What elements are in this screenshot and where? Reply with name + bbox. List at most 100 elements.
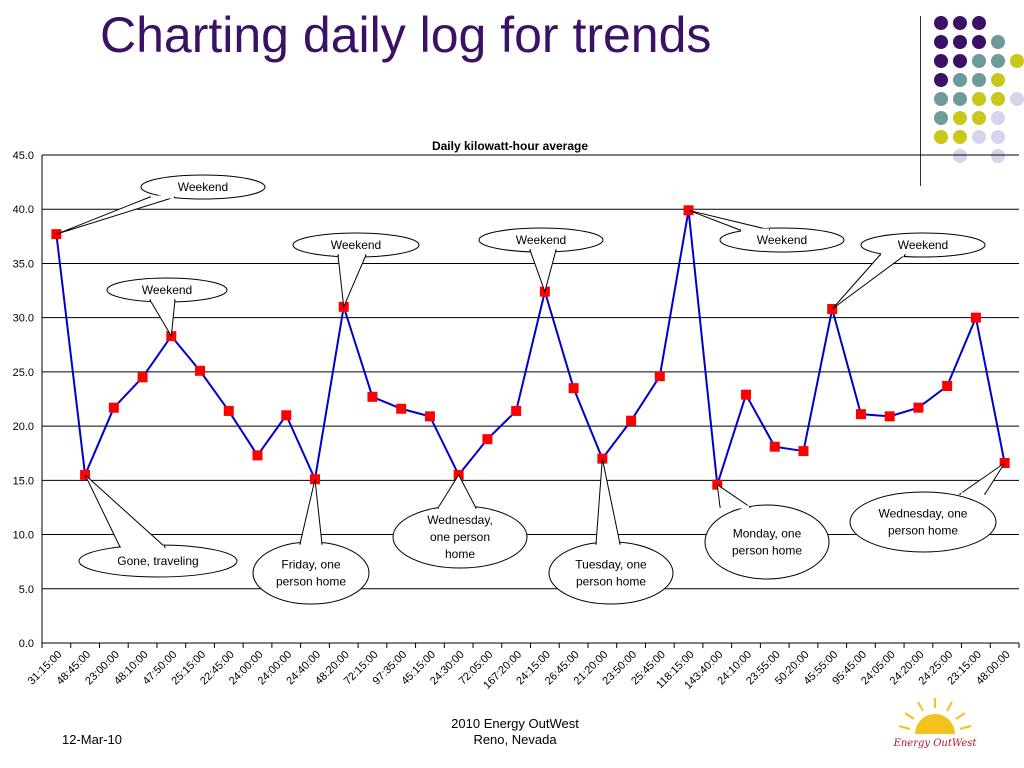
data-point	[626, 415, 637, 426]
data-point	[482, 434, 493, 445]
decorative-dot	[1010, 92, 1024, 106]
data-point	[741, 389, 752, 400]
footer-organization: 2010 Energy OutWest Reno, Nevada	[420, 716, 610, 748]
data-point	[942, 380, 953, 391]
data-point	[223, 405, 234, 416]
callout-text: Weekend	[142, 283, 192, 297]
decorative-dot	[991, 149, 1005, 163]
callout-text: Wednesday, one person home	[879, 507, 968, 538]
data-point	[884, 411, 895, 422]
callout: Tuesday, one person home	[548, 458, 674, 605]
y-tick-label: 30.0	[13, 313, 34, 325]
decorative-dot	[934, 130, 948, 144]
footer-org-name: 2010 Energy OutWest	[451, 716, 579, 731]
data-point	[367, 391, 378, 402]
decorative-dot	[972, 54, 986, 68]
decorative-dot	[991, 130, 1005, 144]
series-line	[55, 210, 1006, 485]
decorative-dot	[953, 73, 967, 87]
decorative-dot	[991, 73, 1005, 87]
data-point	[195, 365, 206, 376]
decorative-dot-grid	[934, 16, 1024, 163]
callout-text: Weekend	[898, 238, 948, 252]
callout-text: Weekend	[331, 238, 381, 252]
callout: Wednesday, one person home	[392, 473, 528, 569]
data-point	[137, 372, 148, 383]
decorative-dot	[953, 111, 967, 125]
decorative-dot	[953, 92, 967, 106]
callout-text: Tuesday, one person home	[575, 558, 647, 589]
footer-org-location: Reno, Nevada	[473, 732, 557, 747]
decorative-dot	[991, 35, 1005, 49]
callout: Weekend	[688, 209, 845, 253]
slide-title: Charting daily log for trends	[100, 7, 712, 63]
data-point	[855, 409, 866, 420]
callout: Weekend	[478, 227, 604, 294]
decorative-dot	[972, 111, 986, 125]
y-tick-label: 25.0	[13, 367, 34, 379]
sun-icon	[915, 714, 955, 734]
callout-text: Gone, traveling	[117, 554, 198, 568]
decorative-dot	[972, 35, 986, 49]
data-point	[798, 446, 809, 457]
decorative-dot	[953, 130, 967, 144]
decorative-dot	[972, 73, 986, 87]
decorative-dot	[953, 54, 967, 68]
decorative-dot	[972, 130, 986, 144]
data-point	[654, 371, 665, 382]
y-tick-label: 15.0	[13, 475, 34, 487]
callout: Gone, traveling	[78, 474, 238, 578]
decorative-dot	[934, 111, 948, 125]
callout: Friday, one person home	[252, 479, 370, 605]
decorative-dot	[972, 92, 986, 106]
decorative-dot	[1010, 54, 1024, 68]
callout: Wednesday, one person home	[849, 462, 1006, 553]
decorative-dot	[991, 111, 1005, 125]
decorative-dot	[934, 92, 948, 106]
data-point	[970, 312, 981, 323]
y-tick-label: 0.0	[19, 638, 34, 650]
callout-text: Friday, one person home	[276, 558, 346, 589]
energy-outwest-logo: Energy OutWest	[893, 698, 977, 749]
callout: Monday, one person home	[704, 483, 830, 580]
data-point	[568, 383, 579, 394]
chart-title: Daily kilowatt-hour average	[432, 139, 588, 153]
callout: Weekend	[292, 232, 420, 309]
y-tick-label: 10.0	[13, 530, 34, 542]
data-point	[769, 441, 780, 452]
callout-text: Weekend	[757, 233, 807, 247]
data-point	[424, 411, 435, 422]
data-point	[252, 450, 263, 461]
callout-text: Weekend	[178, 180, 228, 194]
logo-wordmark: Energy OutWest	[893, 738, 977, 749]
callout: Weekend	[831, 232, 986, 310]
footer-date: 12-Mar-10	[62, 732, 122, 747]
y-tick-label: 40.0	[13, 204, 34, 216]
decorative-dot	[953, 16, 967, 30]
y-tick-label: 45.0	[13, 150, 34, 162]
data-point	[913, 402, 924, 413]
decorative-dot	[953, 149, 967, 163]
decorative-dot	[972, 16, 986, 30]
decorative-dot	[934, 16, 948, 30]
callout: Weekend	[106, 277, 228, 338]
decorative-dot	[953, 35, 967, 49]
decorative-dot	[991, 92, 1005, 106]
decorative-dot	[934, 35, 948, 49]
callout-text: Monday, one person home	[732, 527, 802, 558]
decorative-dot	[991, 54, 1005, 68]
callout-text: Wednesday, one person home	[427, 513, 493, 561]
decorative-dot	[934, 73, 948, 87]
y-tick-label: 5.0	[19, 584, 34, 596]
title-divider	[920, 16, 921, 186]
y-tick-label: 35.0	[13, 258, 34, 270]
data-point	[281, 410, 292, 421]
callout: Weekend	[56, 174, 266, 235]
data-point	[108, 402, 119, 413]
decorative-dot	[934, 54, 948, 68]
data-point	[396, 403, 407, 414]
callout-text: Weekend	[516, 233, 566, 247]
y-tick-label: 20.0	[13, 421, 34, 433]
data-point	[511, 405, 522, 416]
